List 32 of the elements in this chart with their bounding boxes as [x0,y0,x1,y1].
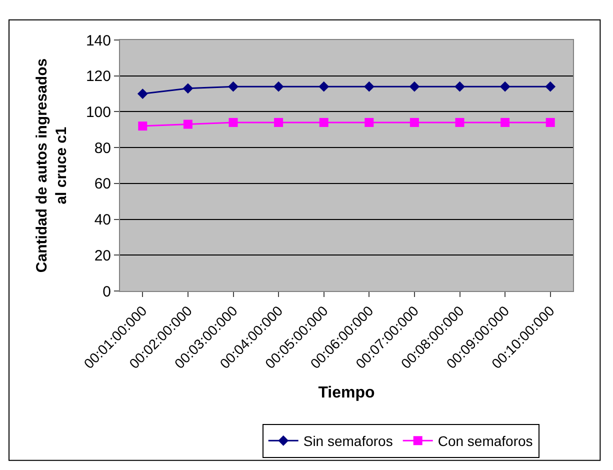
point [228,81,238,92]
point [137,88,148,99]
y-axis-title: Cantidad de autos ingresados al cruce c1 [34,58,70,273]
legend-label: Sin semaforos [303,433,393,450]
point [455,118,464,127]
point [274,118,284,127]
y-tick-label: 80 [94,140,111,157]
point [318,81,330,92]
y-tick-label: 20 [94,247,111,264]
point [546,118,555,127]
y-tick-label: 140 [86,32,111,50]
point [545,81,556,92]
point [410,118,419,127]
point [182,83,194,94]
legend-label: Con semaforos [438,433,533,450]
point [500,81,510,92]
point [500,118,510,127]
y-tick-label: 0 [102,283,111,300]
point [364,118,374,127]
point [409,81,420,92]
point [273,81,284,92]
point [138,122,148,131]
point [364,81,374,92]
y-tick-label: 100 [86,104,111,121]
point [454,81,465,92]
y-tick-label: 40 [94,212,111,229]
point [228,118,238,127]
point [183,120,192,129]
point [319,118,328,127]
y-tick-label: 120 [86,68,111,86]
x-axis-title: Tiempo [318,384,376,402]
y-tick-label: 60 [94,176,111,193]
